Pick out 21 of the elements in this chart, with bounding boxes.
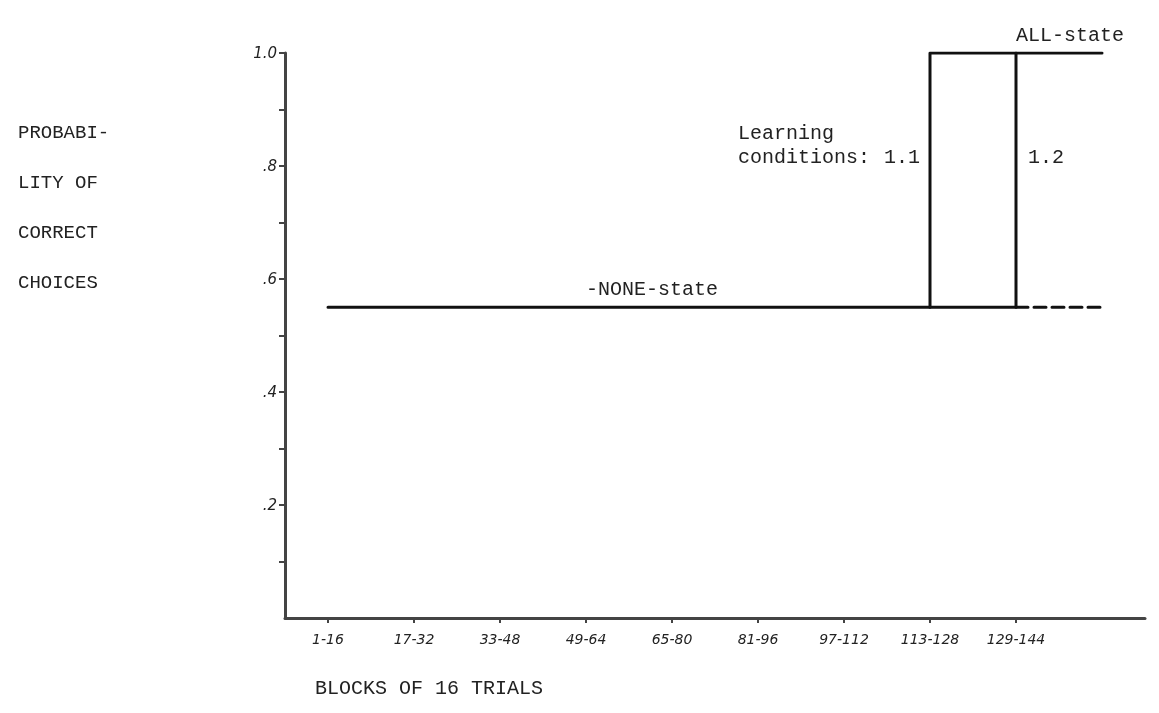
series-label: 1.1 [883,146,920,170]
x-tick-label: 129-144 [986,631,1046,647]
annotation: Learning conditions: [738,122,871,170]
x-tick-label: 65-80 [651,631,693,647]
x-tick-label: 49-64 [565,631,607,647]
y-tick-label: 1.0 [253,44,277,62]
y-tick-label: .4 [262,383,277,401]
x-tick-label: 17-32 [393,631,435,647]
series-label: 1.2 [1028,146,1065,170]
x-tick-label: 113-128 [900,631,960,647]
y-tick-label: .8 [262,157,277,175]
x-tick-label: 33-48 [479,631,521,647]
annotation: -NONE-state [586,277,719,301]
x-tick-label: 1-16 [312,631,344,647]
x-axis-title: BLOCKS OF 16 TRIALS [315,676,544,700]
x-tick-label: 81-96 [737,631,779,647]
text: PROBABI- LITY OF CORRECT CHOICES [18,122,110,294]
annotation: ALL-state [1016,23,1125,47]
y-tick-label: .2 [262,496,277,514]
y-tick-label: .6 [262,270,277,288]
x-tick-label: 97-112 [819,631,869,647]
